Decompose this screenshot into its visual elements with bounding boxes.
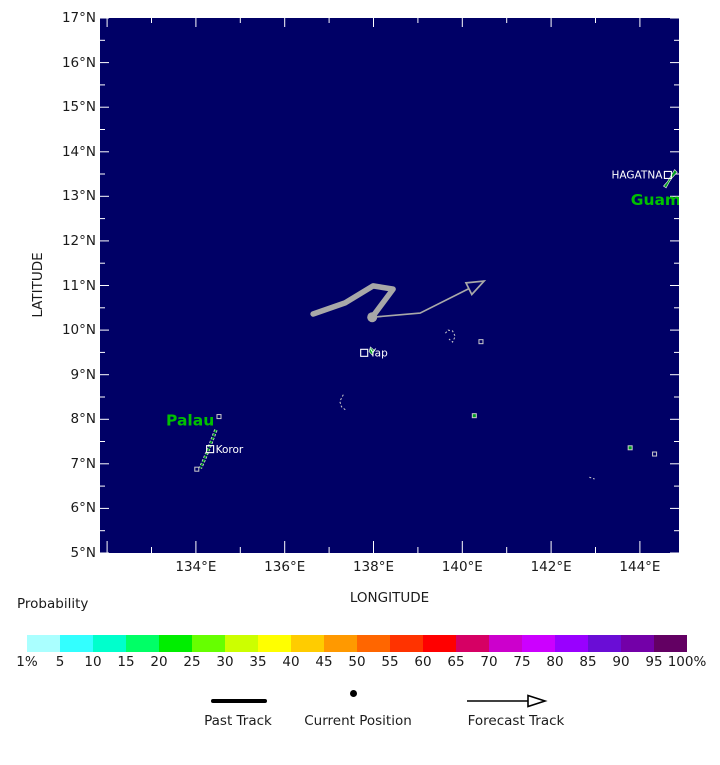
y-tick-label: 17°N [61, 10, 96, 26]
colorbar-tick-label: 50 [348, 654, 366, 670]
forecast-arrow-head-marker [464, 279, 487, 296]
colorbar-tick-label: 10 [84, 654, 102, 670]
colorbar-segment [423, 635, 456, 652]
island [368, 346, 375, 356]
y-tick-label: 11°N [61, 277, 96, 294]
island-speck [478, 339, 484, 345]
colorbar-segment [225, 635, 258, 652]
city-label-yap: Yap [369, 348, 388, 360]
atoll-outline [589, 476, 595, 480]
x-axis-title: LONGITUDE [349, 590, 430, 606]
colorbar-segment [654, 635, 687, 652]
x-tick-label: 134°E [175, 559, 217, 575]
x-tick-label: 136°E [264, 559, 306, 575]
map-canvas: HAGATNA Yap Koror Guam Palau [100, 18, 679, 553]
colorbar-segment [126, 635, 159, 652]
colorbar-tick-label: 100% [667, 654, 707, 670]
current-position-dot [367, 312, 378, 323]
colorbar-segment [93, 635, 126, 652]
forecast-arrow-head [527, 694, 548, 708]
colorbar-tick-label: 5 [55, 654, 65, 670]
colorbar-tick-label: 20 [150, 654, 168, 670]
current-position-symbol [350, 690, 357, 697]
forecast-track-label: Forecast Track [467, 713, 565, 729]
y-tick-label: 12°N [61, 232, 96, 249]
colorbar-segment [621, 635, 654, 652]
colorbar-tick-label: 90 [612, 654, 630, 670]
colorbar-tick-label: 15 [117, 654, 135, 670]
colorbar-segment [258, 635, 291, 652]
colorbar-tick-label: 55 [381, 654, 399, 670]
x-tick-label: 142°E [530, 559, 572, 575]
island-speck [194, 466, 200, 472]
colorbar-tick-label: 40 [282, 654, 300, 670]
colorbar-segment [456, 635, 489, 652]
past-track-label: Past Track [204, 713, 272, 729]
colorbar-tick-label: 95 [645, 654, 663, 670]
y-tick-label: 7°N [70, 455, 96, 472]
city-label-hagatna: HAGATNA [612, 170, 664, 182]
colorbar-tick-label: 65 [447, 654, 465, 670]
atoll-outline [339, 394, 347, 411]
y-tick-label: 14°N [61, 143, 96, 160]
city-marker-koror [206, 445, 215, 454]
forecast-track-line [372, 280, 485, 319]
probability-colorbar [27, 635, 687, 652]
island-chain [199, 429, 217, 469]
past-track-symbol [211, 699, 267, 703]
colorbar-title: Probability [17, 596, 89, 612]
y-tick-label: 8°N [70, 411, 96, 428]
colorbar-segment [522, 635, 555, 652]
island-speck [471, 413, 477, 419]
region-label-guam: Guam [631, 191, 679, 209]
colorbar-segment [555, 635, 588, 652]
x-tick-label: 140°E [441, 559, 483, 575]
city-marker-yap [360, 348, 369, 357]
colorbar-segment [27, 635, 60, 652]
forecast-track-symbol [467, 694, 548, 708]
colorbar-segment [324, 635, 357, 652]
colorbar-tick-label: 25 [183, 654, 201, 670]
colorbar-segment [159, 635, 192, 652]
colorbar-tick-label: 1% [16, 654, 38, 670]
island-speck [627, 445, 633, 451]
colorbar-segment [390, 635, 423, 652]
colorbar-tick-label: 70 [480, 654, 498, 670]
colorbar-tick-label: 60 [414, 654, 432, 670]
map-svg: HAGATNA Yap Koror Guam Palau [100, 18, 679, 553]
y-tick-label: 6°N [70, 500, 96, 517]
colorbar-segment [291, 635, 324, 652]
y-tick-label: 13°N [61, 188, 96, 205]
colorbar-tick-label: 45 [315, 654, 333, 670]
past-track-line [310, 283, 396, 320]
y-tick-label: 9°N [70, 366, 96, 383]
island-speck [652, 451, 658, 457]
y-tick-label: 15°N [61, 99, 96, 116]
colorbar-segment [357, 635, 390, 652]
colorbar-segment [60, 635, 93, 652]
current-position-label: Current Position [304, 713, 412, 729]
y-tick-label: 16°N [61, 54, 96, 71]
city-marker-hagatna [663, 170, 672, 179]
city-label-koror: Koror [216, 444, 244, 456]
colorbar-tick-label: 35 [249, 654, 267, 670]
atoll-outline [445, 329, 456, 343]
colorbar-tick-label: 75 [513, 654, 531, 670]
colorbar-segment [489, 635, 522, 652]
colorbar-tick-label: 30 [216, 654, 234, 670]
island-speck [216, 414, 222, 420]
y-tick-label: 10°N [61, 322, 96, 339]
y-tick-label: 5°N [70, 545, 96, 561]
colorbar-segment [192, 635, 225, 652]
colorbar-tick-label: 80 [546, 654, 564, 670]
region-label-palau: Palau [166, 412, 214, 430]
colorbar-tick-label: 85 [579, 654, 597, 670]
x-tick-label: 138°E [352, 559, 395, 575]
colorbar-segment [588, 635, 621, 652]
x-tick-label: 144°E [619, 559, 661, 575]
